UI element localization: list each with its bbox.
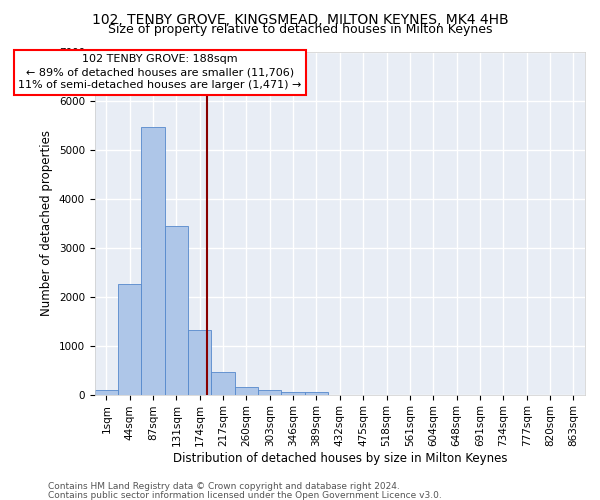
Bar (258, 390, 281, 394)
Text: Contains public sector information licensed under the Open Government Licence v3: Contains public sector information licen… (48, 490, 442, 500)
Bar (211, 372, 235, 394)
Text: 102, TENBY GROVE, KINGSMEAD, MILTON KEYNES, MK4 4HB: 102, TENBY GROVE, KINGSMEAD, MILTON KEYN… (92, 12, 508, 26)
Bar (142, 128, 165, 394)
Bar (305, 392, 328, 394)
Text: Contains HM Land Registry data © Crown copyright and database right 2024.: Contains HM Land Registry data © Crown c… (48, 482, 400, 491)
Bar (188, 330, 211, 394)
Text: Size of property relative to detached houses in Milton Keynes: Size of property relative to detached ho… (108, 22, 492, 36)
Bar (235, 387, 258, 394)
Bar (281, 392, 305, 394)
Bar (165, 226, 188, 394)
Bar (118, 284, 142, 395)
Bar (95, 390, 118, 394)
Y-axis label: Number of detached properties: Number of detached properties (40, 130, 53, 316)
Text: 102 TENBY GROVE: 188sqm
← 89% of detached houses are smaller (11,706)
11% of sem: 102 TENBY GROVE: 188sqm ← 89% of detache… (19, 54, 302, 90)
X-axis label: Distribution of detached houses by size in Milton Keynes: Distribution of detached houses by size … (173, 452, 507, 465)
